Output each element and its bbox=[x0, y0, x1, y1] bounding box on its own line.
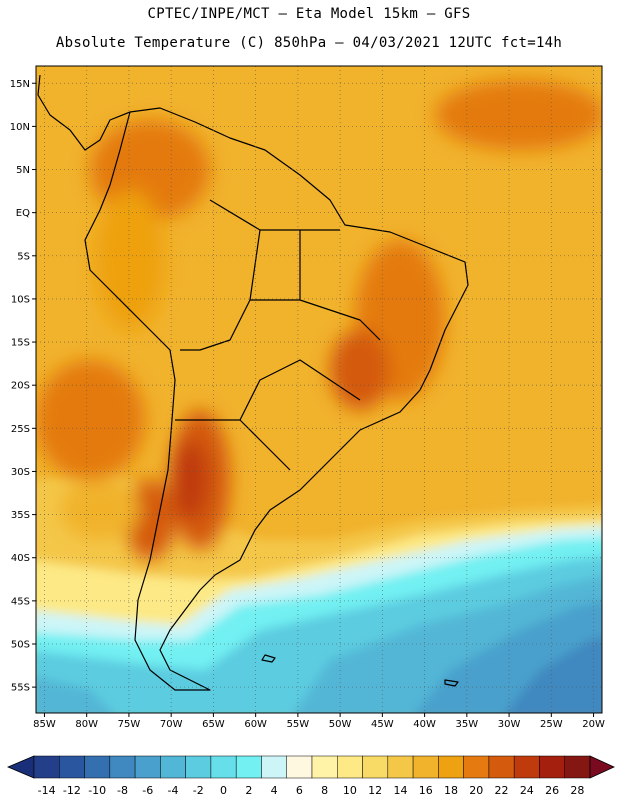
colorbar-swatch bbox=[59, 755, 85, 779]
lat-label: 10N bbox=[10, 122, 30, 133]
colorbar-label: 16 bbox=[419, 784, 433, 797]
colorbar-swatch bbox=[185, 755, 212, 779]
lat-label: EQ bbox=[16, 208, 30, 219]
lon-label: 60W bbox=[244, 719, 267, 730]
colorbar-swatch bbox=[311, 755, 338, 779]
lon-label: 80W bbox=[75, 719, 98, 730]
colorbar-label: 22 bbox=[495, 784, 509, 797]
colorbar-label: 2 bbox=[245, 784, 252, 797]
lon-label: 50W bbox=[329, 719, 352, 730]
colorbar-swatch bbox=[235, 755, 262, 779]
lat-label: 5S bbox=[17, 251, 30, 262]
lon-label: 70W bbox=[160, 719, 183, 730]
lat-label: 10S bbox=[11, 294, 30, 305]
lon-label: 85W bbox=[33, 719, 56, 730]
lat-label: 55S bbox=[11, 683, 30, 694]
colorbar-swatch bbox=[134, 755, 161, 779]
lon-label: 30W bbox=[498, 719, 521, 730]
colorbar-swatch bbox=[513, 755, 540, 779]
colorbar-label: -12 bbox=[63, 784, 81, 797]
colorbar-label: 12 bbox=[368, 784, 382, 797]
colorbar-label: -8 bbox=[117, 784, 128, 797]
colorbar-swatch bbox=[362, 755, 389, 779]
lat-label: 35S bbox=[11, 510, 30, 521]
lon-label: 35W bbox=[456, 719, 479, 730]
longitude-labels: 85W 80W 75W 70W 65W 60W 55W 50W 45W 40W 35W 30W 25W 2… bbox=[33, 713, 605, 730]
colorbar-label: 0 bbox=[220, 784, 227, 797]
map-frame bbox=[35, 65, 603, 714]
lat-label: 5N bbox=[16, 165, 30, 176]
colorbar-label: 14 bbox=[393, 784, 407, 797]
colorbar-swatch bbox=[210, 755, 237, 779]
lon-label: 65W bbox=[202, 719, 225, 730]
lat-label: 25S bbox=[11, 424, 30, 435]
colorbar-swatch bbox=[412, 755, 439, 779]
colorbar-swatch bbox=[160, 755, 186, 779]
colorbar-swatch bbox=[438, 755, 464, 779]
colorbar-label: -2 bbox=[193, 784, 204, 797]
colorbar-label: 20 bbox=[469, 784, 483, 797]
colorbar-label: 26 bbox=[545, 784, 559, 797]
colorbar-swatch bbox=[463, 755, 490, 779]
colorbar-swatch bbox=[564, 755, 591, 779]
lat-label: 45S bbox=[11, 596, 30, 607]
lon-label: 45W bbox=[371, 719, 394, 730]
colorbar-label: 28 bbox=[570, 784, 584, 797]
colorbar-label: 8 bbox=[321, 784, 328, 797]
lat-label: 15N bbox=[10, 79, 30, 90]
colorbar-label: 18 bbox=[444, 784, 458, 797]
colorbar-label: -14 bbox=[38, 784, 56, 797]
colorbar-under-triangle bbox=[6, 755, 35, 779]
colorbar-label: 4 bbox=[271, 784, 278, 797]
colorbar-swatch bbox=[109, 755, 136, 779]
colorbar-swatch bbox=[84, 755, 111, 779]
colorbar-swatch bbox=[387, 755, 414, 779]
colorbar-swatch bbox=[539, 755, 565, 779]
colorbar-swatch bbox=[337, 755, 363, 779]
colorbar-label: -10 bbox=[88, 784, 106, 797]
lat-label: 20S bbox=[11, 381, 30, 392]
lat-label: 30S bbox=[11, 467, 30, 478]
lat-label: 40S bbox=[11, 553, 30, 564]
colorbar-swatch bbox=[488, 755, 515, 779]
colorbar-label: 10 bbox=[343, 784, 357, 797]
colorbar-label: -6 bbox=[142, 784, 153, 797]
map-title-line-1: CPTEC/INPE/MCT – Eta Model 15km – GFS bbox=[147, 6, 471, 22]
temperature-field bbox=[36, 66, 602, 713]
lon-label: 25W bbox=[540, 719, 563, 730]
colorbar-swatch bbox=[261, 755, 287, 779]
lon-label: 20W bbox=[582, 719, 605, 730]
map-title-line-2: Absolute Temperature (C) 850hPa – 04/03/… bbox=[55, 35, 563, 51]
lon-label: 40W bbox=[413, 719, 436, 730]
lon-label: 75W bbox=[118, 719, 141, 730]
colorbar-label: -4 bbox=[168, 784, 179, 797]
latitude-labels: 15N 10N 5N EQ 5S 10S 15S 20S 25S 30S 35S 40S 45S 50S 5… bbox=[10, 79, 36, 694]
lat-label: 50S bbox=[11, 639, 30, 650]
colorbar-label: 6 bbox=[296, 784, 303, 797]
colorbar-swatch bbox=[286, 755, 313, 779]
colorbar-over-triangle bbox=[589, 755, 615, 779]
lat-label: 15S bbox=[11, 338, 30, 349]
lon-label: 55W bbox=[287, 719, 310, 730]
colorbar: -14 -12 -10 -8 -6 -4 -2 0 2 4 6 8 10 12 14 16 18 20 22 24 26… bbox=[6, 755, 615, 797]
colorbar-label: 24 bbox=[520, 784, 534, 797]
colorbar-swatch bbox=[33, 755, 60, 779]
